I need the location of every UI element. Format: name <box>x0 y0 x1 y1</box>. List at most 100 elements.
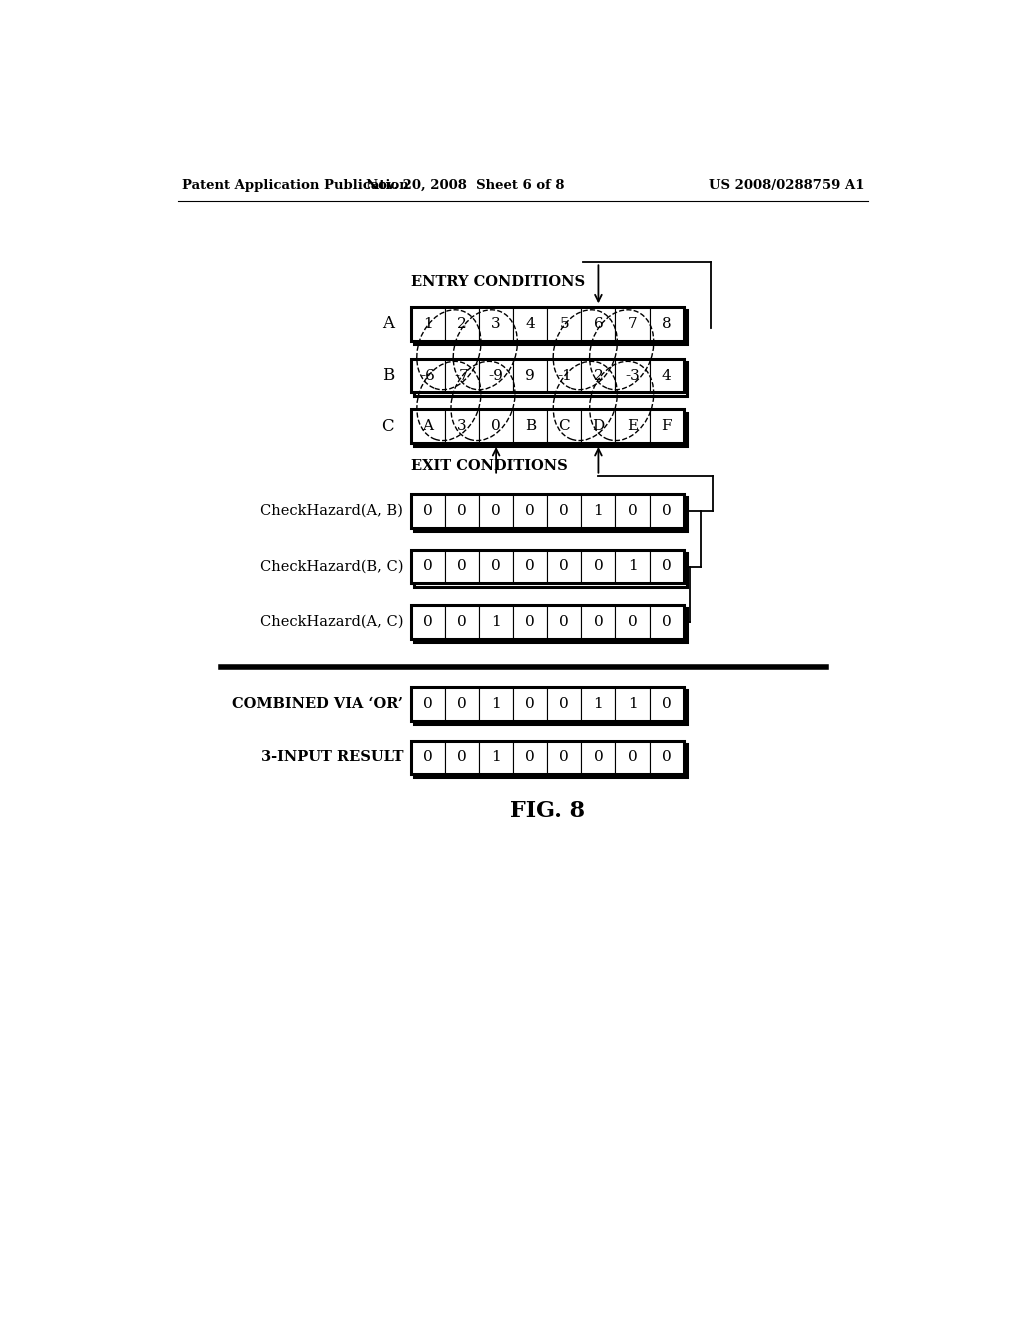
Bar <box>414 498 687 531</box>
Text: 0: 0 <box>662 504 672 517</box>
Bar <box>649 409 684 444</box>
Bar <box>649 605 684 639</box>
Bar <box>582 494 615 528</box>
Text: 4: 4 <box>525 317 536 331</box>
Bar <box>513 741 547 775</box>
Text: F: F <box>662 420 672 433</box>
Text: -7: -7 <box>455 368 469 383</box>
Text: 1: 1 <box>628 560 637 573</box>
Bar <box>649 308 684 341</box>
Bar <box>547 308 582 341</box>
Text: 0: 0 <box>662 697 672 710</box>
Bar <box>445 686 479 721</box>
Bar <box>582 741 615 775</box>
Bar <box>547 359 582 392</box>
Bar <box>582 686 615 721</box>
Bar <box>479 605 513 639</box>
Bar <box>582 605 615 639</box>
Text: FIG. 8: FIG. 8 <box>510 800 585 822</box>
Text: B: B <box>382 367 394 384</box>
Text: 0: 0 <box>423 560 433 573</box>
Text: 1: 1 <box>423 317 433 331</box>
Text: CheckHazard(A, C): CheckHazard(A, C) <box>260 615 403 628</box>
Bar <box>445 494 479 528</box>
Text: E: E <box>627 420 638 433</box>
Bar <box>411 308 445 341</box>
Bar <box>445 741 479 775</box>
Bar <box>411 741 684 775</box>
Bar <box>479 308 513 341</box>
Text: 0: 0 <box>628 751 637 764</box>
Bar <box>411 686 684 721</box>
Text: 0: 0 <box>559 560 569 573</box>
Bar <box>414 362 687 396</box>
Text: US 2008/0288759 A1: US 2008/0288759 A1 <box>709 178 864 191</box>
Bar <box>479 409 513 444</box>
Bar <box>445 409 479 444</box>
Text: 0: 0 <box>628 615 637 628</box>
Bar <box>582 409 615 444</box>
Text: 0: 0 <box>662 751 672 764</box>
Bar <box>547 741 582 775</box>
Bar <box>615 409 649 444</box>
Bar <box>615 549 649 583</box>
Bar <box>411 741 445 775</box>
Bar <box>479 494 513 528</box>
Bar <box>414 743 687 777</box>
Text: C: C <box>381 418 394 434</box>
Text: 3: 3 <box>492 317 501 331</box>
Text: -9: -9 <box>488 368 504 383</box>
Text: -6: -6 <box>421 368 435 383</box>
Bar <box>649 741 684 775</box>
Text: -1: -1 <box>557 368 571 383</box>
Bar <box>414 690 687 723</box>
Bar <box>649 359 684 392</box>
Text: 1: 1 <box>628 697 637 710</box>
Text: B: B <box>524 420 536 433</box>
Bar <box>414 413 687 446</box>
Text: 3: 3 <box>457 420 467 433</box>
Bar <box>582 359 615 392</box>
Text: 0: 0 <box>525 751 536 764</box>
Bar <box>411 605 445 639</box>
Text: Patent Application Publication: Patent Application Publication <box>182 178 409 191</box>
Bar <box>513 359 547 392</box>
Text: 6: 6 <box>594 317 603 331</box>
Text: 0: 0 <box>457 751 467 764</box>
Bar <box>649 494 684 528</box>
Text: 1: 1 <box>594 697 603 710</box>
Text: 0: 0 <box>662 560 672 573</box>
Text: 3-INPUT RESULT: 3-INPUT RESULT <box>261 751 403 764</box>
Text: 0: 0 <box>559 504 569 517</box>
Bar <box>411 494 445 528</box>
Text: 0: 0 <box>423 697 433 710</box>
Text: 0: 0 <box>492 560 501 573</box>
Text: 0: 0 <box>423 504 433 517</box>
Text: 0: 0 <box>492 504 501 517</box>
Bar <box>649 549 684 583</box>
Bar <box>411 686 445 721</box>
Bar <box>649 686 684 721</box>
Bar <box>513 549 547 583</box>
Bar <box>445 605 479 639</box>
Text: Nov. 20, 2008  Sheet 6 of 8: Nov. 20, 2008 Sheet 6 of 8 <box>366 178 564 191</box>
Text: 0: 0 <box>492 420 501 433</box>
Text: 2: 2 <box>594 368 603 383</box>
Text: A: A <box>423 420 433 433</box>
Text: CheckHazard(B, C): CheckHazard(B, C) <box>260 560 403 573</box>
Text: 0: 0 <box>594 615 603 628</box>
Text: 0: 0 <box>525 504 536 517</box>
Bar <box>615 494 649 528</box>
Text: 0: 0 <box>559 615 569 628</box>
Text: 1: 1 <box>492 615 501 628</box>
Text: C: C <box>558 420 570 433</box>
Bar <box>513 409 547 444</box>
Bar <box>445 549 479 583</box>
Bar <box>547 686 582 721</box>
Bar <box>414 609 687 642</box>
Bar <box>414 553 687 586</box>
Text: 1: 1 <box>594 504 603 517</box>
Bar <box>615 741 649 775</box>
Text: 5: 5 <box>559 317 569 331</box>
Text: 8: 8 <box>662 317 672 331</box>
